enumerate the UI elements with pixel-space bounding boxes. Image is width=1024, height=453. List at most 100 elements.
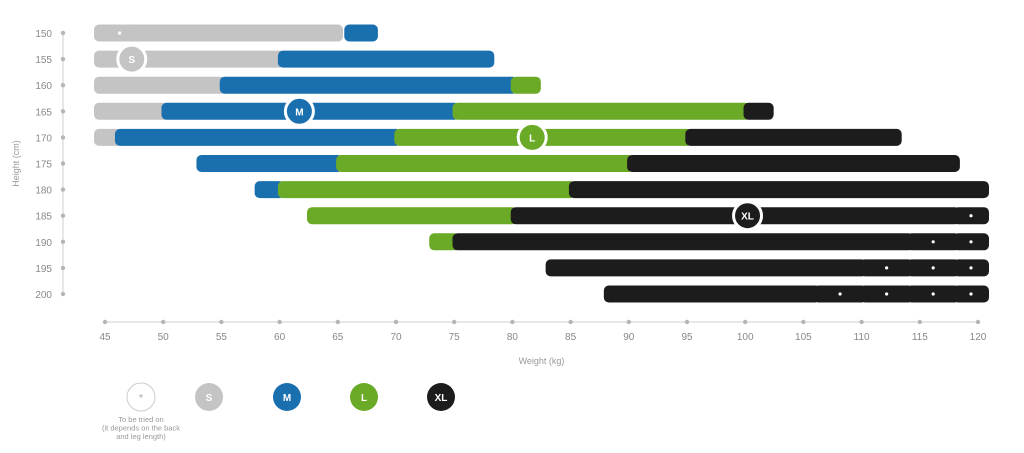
range-bar-m xyxy=(344,24,378,42)
legend-swatch-star xyxy=(126,382,156,412)
x-tick-label: 45 xyxy=(99,332,111,343)
legend-note: To be tried on (it depends on the back and… xyxy=(102,415,180,441)
try-on-marker xyxy=(969,292,973,296)
x-tick-dot xyxy=(219,319,224,325)
x-tick-label: 110 xyxy=(854,332,870,343)
y-tick-dot xyxy=(60,161,66,166)
legend-swatch-xl xyxy=(427,383,455,411)
try-on-marker xyxy=(931,266,935,270)
x-tick-dot xyxy=(568,319,573,325)
x-tick-label: 105 xyxy=(795,332,812,343)
range-bar-l xyxy=(510,76,541,94)
legend-swatch-s xyxy=(195,383,223,411)
try-on-marker xyxy=(885,292,889,296)
y-tick-label: 175 xyxy=(35,160,52,171)
range-bar-m xyxy=(219,76,518,94)
legend-label: S xyxy=(206,393,213,404)
size-badge-label: XL xyxy=(741,212,754,223)
y-tick-dot xyxy=(60,265,66,271)
x-tick-dot xyxy=(801,319,806,325)
size-badge-label: S xyxy=(128,55,135,66)
try-on-marker xyxy=(931,240,935,244)
x-tick-dot xyxy=(161,319,166,325)
y-tick-dot xyxy=(60,213,66,218)
y-tick-dot xyxy=(60,109,66,114)
x-tick-label: 50 xyxy=(158,332,170,343)
y-tick-dot xyxy=(60,83,66,88)
range-bar-xl xyxy=(603,285,821,303)
x-tick-label: 85 xyxy=(565,332,577,343)
x-axis-label: Weight (kg) xyxy=(519,356,565,366)
y-tick-label: 170 xyxy=(35,133,52,144)
range-bar-l xyxy=(277,181,576,199)
size-badge-label: M xyxy=(295,107,303,118)
range-bar-m xyxy=(196,155,343,172)
x-tick-dot xyxy=(102,319,108,325)
range-bar-m xyxy=(254,181,285,199)
y-tick-label: 155 xyxy=(35,55,52,66)
size-badge-m xyxy=(283,95,315,127)
legend-label: L xyxy=(361,393,367,404)
range-bar-xl xyxy=(743,102,774,120)
range-bar-xl xyxy=(568,181,989,199)
x-tick-label: 95 xyxy=(681,332,693,343)
try-on-marker xyxy=(969,266,973,270)
legend-note-line: To be tried on xyxy=(118,415,163,424)
y-tick-label: 150 xyxy=(35,29,52,40)
y-tick-dot xyxy=(60,30,66,36)
x-tick-dot xyxy=(510,319,515,325)
y-tick-dot xyxy=(60,239,66,244)
x-tick-label: 75 xyxy=(449,332,461,343)
try-on-marker xyxy=(969,240,973,244)
range-bar-s xyxy=(94,128,122,146)
legend-label: XL xyxy=(435,393,448,404)
try-on-marker xyxy=(117,31,122,35)
x-tick-dot xyxy=(452,319,457,325)
y-tick-label: 165 xyxy=(35,107,52,118)
try-on-marker xyxy=(969,214,973,218)
y-tick-dot xyxy=(60,135,66,140)
x-tick-dot xyxy=(277,319,282,325)
y-tick-label: 200 xyxy=(35,290,52,301)
size-badge-xl xyxy=(732,200,764,232)
y-tick-dot xyxy=(60,56,66,62)
range-bar-l xyxy=(336,155,634,172)
x-tick-label: 70 xyxy=(390,332,402,343)
try-on-marker xyxy=(931,292,935,296)
x-tick-label: 65 xyxy=(332,332,344,343)
range-bar-l xyxy=(452,102,751,120)
x-tick-dot xyxy=(626,319,631,325)
range-bar-s xyxy=(94,76,227,94)
x-tick-dot xyxy=(859,319,864,325)
x-tick-label: 80 xyxy=(507,332,519,343)
legend-swatch-l xyxy=(350,383,378,411)
y-tick-label: 180 xyxy=(35,186,52,197)
x-tick-label: 115 xyxy=(912,332,928,343)
x-tick-label: 90 xyxy=(623,332,635,343)
size-badge-s xyxy=(116,43,148,75)
x-tick-label: 55 xyxy=(216,332,228,343)
y-tick-dot xyxy=(60,291,66,297)
range-bar-xl xyxy=(627,155,960,172)
x-tick-dot xyxy=(684,319,690,325)
try-on-marker xyxy=(838,292,842,296)
legend-label: * xyxy=(139,393,143,404)
y-tick-label: 185 xyxy=(35,212,52,223)
y-tick-label: 190 xyxy=(35,238,52,249)
range-bar-xl xyxy=(685,128,902,146)
legend-swatch-m xyxy=(273,383,301,411)
range-bar-s xyxy=(94,102,169,120)
range-bar-s xyxy=(131,24,343,42)
x-tick-label: 120 xyxy=(970,332,987,343)
y-tick-dot xyxy=(60,187,66,192)
range-bar-xl xyxy=(452,233,914,251)
x-tick-dot xyxy=(743,319,748,325)
range-bar-l xyxy=(429,233,460,251)
x-tick-dot xyxy=(335,319,340,325)
x-tick-dot xyxy=(975,319,981,325)
size-badge-l xyxy=(516,121,548,153)
size-badge-label: L xyxy=(529,133,535,144)
range-bar-m xyxy=(277,50,495,68)
